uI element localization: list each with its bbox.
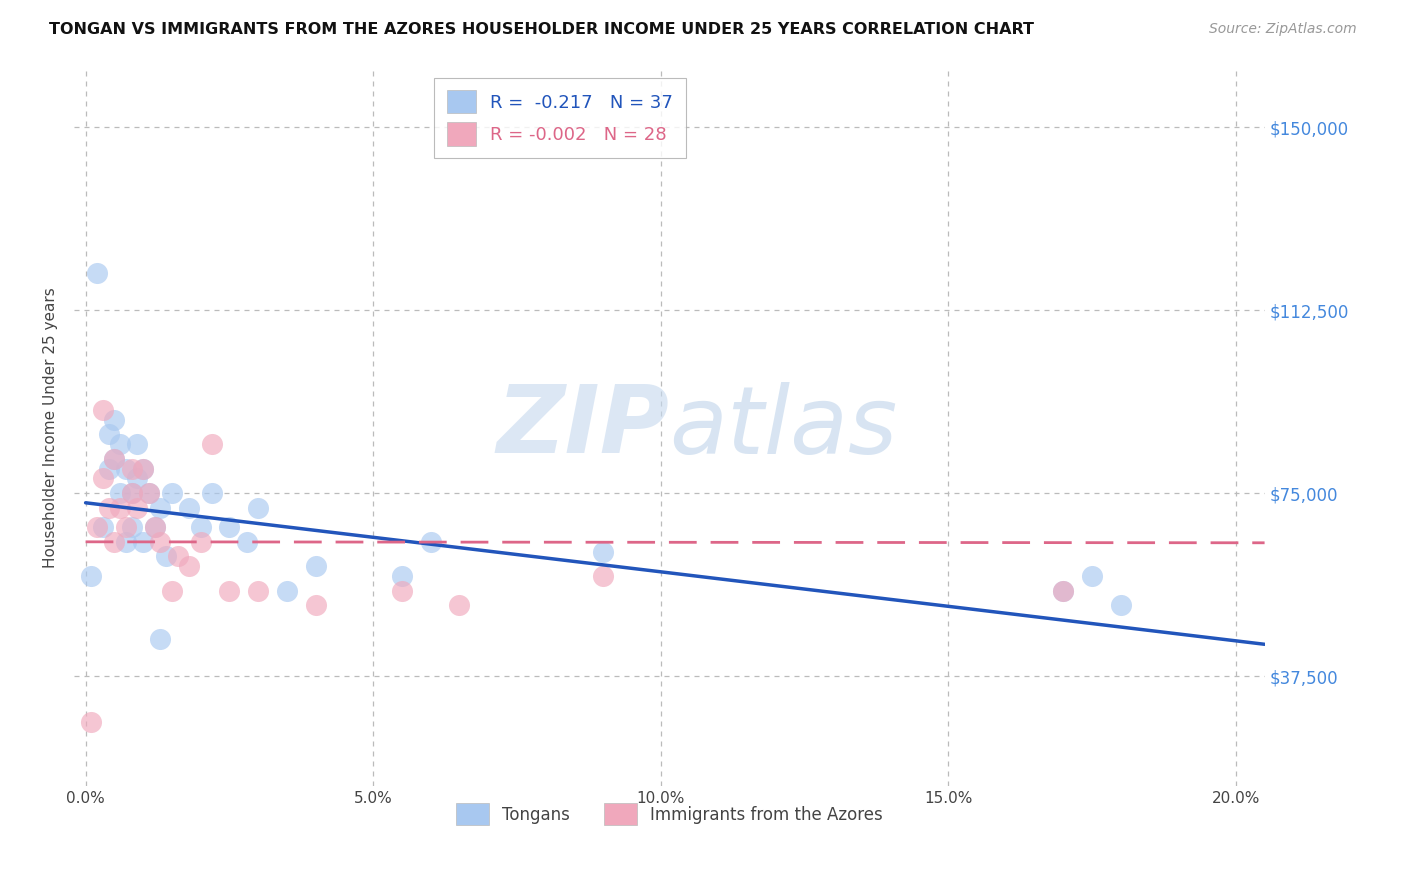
Point	[91, 471, 114, 485]
Point	[304, 559, 326, 574]
Point	[247, 500, 270, 515]
Point	[149, 632, 172, 647]
Point	[108, 486, 131, 500]
Point	[103, 451, 125, 466]
Point	[91, 403, 114, 417]
Point	[201, 486, 224, 500]
Point	[132, 461, 155, 475]
Point	[592, 569, 614, 583]
Point	[143, 520, 166, 534]
Text: atlas: atlas	[669, 382, 897, 473]
Point	[160, 583, 183, 598]
Point	[86, 267, 108, 281]
Point	[121, 486, 143, 500]
Point	[127, 471, 149, 485]
Point	[121, 520, 143, 534]
Point	[80, 715, 103, 730]
Point	[91, 520, 114, 534]
Point	[86, 520, 108, 534]
Point	[218, 583, 240, 598]
Point	[155, 549, 177, 564]
Point	[201, 437, 224, 451]
Point	[115, 461, 138, 475]
Text: TONGAN VS IMMIGRANTS FROM THE AZORES HOUSEHOLDER INCOME UNDER 25 YEARS CORRELATI: TONGAN VS IMMIGRANTS FROM THE AZORES HOU…	[49, 22, 1035, 37]
Point	[149, 534, 172, 549]
Point	[160, 486, 183, 500]
Point	[138, 486, 160, 500]
Point	[166, 549, 188, 564]
Point	[235, 534, 257, 549]
Point	[97, 500, 120, 515]
Point	[115, 520, 138, 534]
Point	[121, 461, 143, 475]
Point	[190, 534, 212, 549]
Point	[108, 500, 131, 515]
Point	[103, 534, 125, 549]
Point	[304, 599, 326, 613]
Point	[391, 569, 413, 583]
Point	[143, 520, 166, 534]
Point	[121, 486, 143, 500]
Point	[138, 486, 160, 500]
Point	[132, 461, 155, 475]
Text: ZIP: ZIP	[496, 381, 669, 473]
Point	[108, 437, 131, 451]
Point	[97, 461, 120, 475]
Point	[592, 544, 614, 558]
Point	[391, 583, 413, 598]
Point	[127, 437, 149, 451]
Point	[276, 583, 298, 598]
Point	[247, 583, 270, 598]
Point	[97, 427, 120, 442]
Point	[1109, 599, 1132, 613]
Point	[103, 413, 125, 427]
Y-axis label: Householder Income Under 25 years: Householder Income Under 25 years	[44, 287, 58, 567]
Point	[179, 559, 201, 574]
Point	[127, 500, 149, 515]
Point	[149, 500, 172, 515]
Point	[103, 451, 125, 466]
Text: Source: ZipAtlas.com: Source: ZipAtlas.com	[1209, 22, 1357, 37]
Point	[449, 599, 471, 613]
Point	[179, 500, 201, 515]
Point	[80, 569, 103, 583]
Point	[190, 520, 212, 534]
Point	[115, 534, 138, 549]
Legend: Tongans, Immigrants from the Azores: Tongans, Immigrants from the Azores	[446, 793, 893, 835]
Point	[132, 534, 155, 549]
Point	[1052, 583, 1074, 598]
Point	[419, 534, 441, 549]
Point	[1081, 569, 1104, 583]
Point	[1052, 583, 1074, 598]
Point	[218, 520, 240, 534]
